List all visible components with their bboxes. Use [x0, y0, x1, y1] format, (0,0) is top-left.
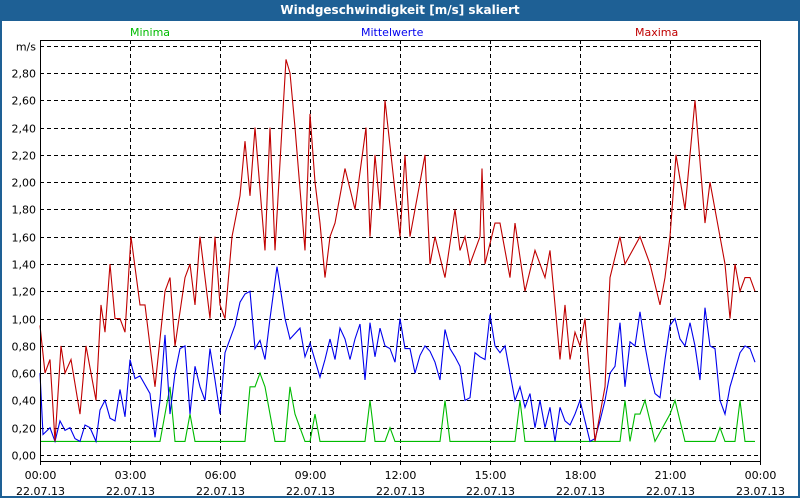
y-tick-label: 0,20	[12, 423, 37, 436]
x-tick-date: 22.07.13	[196, 485, 245, 498]
y-tick-label: 1,00	[12, 314, 37, 327]
legend-mittelwerte: Mittelwerte	[361, 26, 424, 39]
y-tick-label: 1,40	[12, 259, 37, 272]
x-tick-date: 22.07.13	[556, 485, 605, 498]
x-tick-time: 12:00	[385, 469, 417, 482]
x-tick-time: 06:00	[205, 469, 237, 482]
y-tick-label: 2,00	[12, 177, 37, 190]
legend-minima: Minima	[130, 26, 171, 39]
series-line-maxima	[39, 59, 756, 442]
window-title: Windgeschwindigkeit [m/s] skaliert	[0, 0, 800, 21]
y-tick-label: 1,80	[12, 204, 37, 217]
x-tick-time: 00:00	[25, 469, 57, 482]
y-tick-label: 2,40	[12, 123, 37, 136]
x-tick-time: 21:00	[655, 469, 687, 482]
y-tick-label: 1,60	[12, 232, 37, 245]
x-tick-date: 22.07.13	[106, 485, 155, 498]
x-tick-date: 22.07.13	[646, 485, 695, 498]
y-tick-label: 2,80	[12, 68, 37, 81]
y-tick-label: 0,60	[12, 368, 37, 381]
x-tick-date: 22.07.13	[466, 485, 515, 498]
x-tick-date: 22.07.13	[16, 485, 65, 498]
y-tick-label: 1,20	[12, 286, 37, 299]
y-axis-unit-label: m/s	[16, 41, 36, 54]
series-line-minima	[40, 371, 755, 443]
x-tick-date: 22.07.13	[286, 485, 335, 498]
x-tick-time: 03:00	[115, 469, 147, 482]
x-tick-date: 22.07.13	[376, 485, 425, 498]
y-tick-label: 2,20	[12, 150, 37, 163]
x-tick-time: 18:00	[565, 469, 597, 482]
legend-maxima: Maxima	[635, 26, 679, 39]
y-tick-label: 0,80	[12, 341, 37, 354]
y-tick-label: 0,40	[12, 395, 37, 408]
x-tick-time: 09:00	[295, 469, 327, 482]
y-tick-label: 0,00	[12, 450, 37, 463]
x-tick-time: 15:00	[475, 469, 507, 482]
plot-area-border	[40, 40, 761, 462]
y-tick-label: 2,60	[12, 95, 37, 108]
x-tick-time: 00:00	[745, 469, 777, 482]
series-line-mittelwerte	[39, 266, 756, 444]
x-tick-date: 23.07.13	[736, 485, 785, 498]
